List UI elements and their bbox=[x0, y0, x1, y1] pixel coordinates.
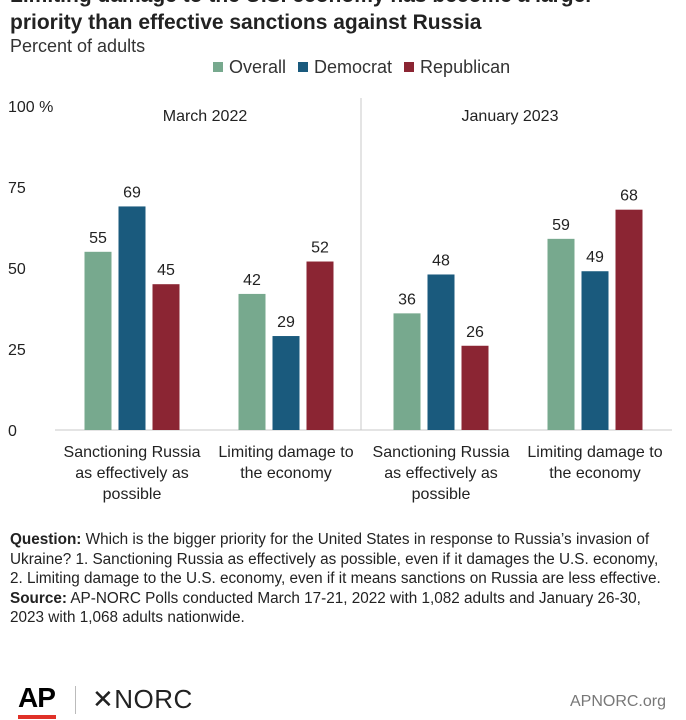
bar-overall bbox=[84, 251, 112, 430]
category-label: possible bbox=[103, 486, 162, 503]
bar-republican bbox=[152, 284, 180, 430]
y-tick-label: 100 % bbox=[8, 99, 53, 116]
bar-value-label: 36 bbox=[398, 291, 416, 308]
bar-republican bbox=[615, 209, 643, 430]
legend-item-overall: Overall bbox=[213, 57, 286, 78]
legend-label-overall: Overall bbox=[229, 56, 287, 77]
legend: Overall Democrat Republican bbox=[213, 56, 522, 78]
bar-value-label: 26 bbox=[466, 324, 484, 341]
y-tick-label: 0 bbox=[8, 423, 17, 440]
y-tick-label: 75 bbox=[8, 180, 26, 197]
category-label: Limiting damage to bbox=[218, 444, 353, 461]
bar-value-label: 68 bbox=[620, 188, 638, 205]
category-label: as effectively as bbox=[384, 465, 498, 482]
bar-value-label: 52 bbox=[311, 240, 329, 257]
site-link[interactable]: APNORC.org bbox=[569, 693, 666, 710]
category-label: Sanctioning Russia bbox=[64, 444, 201, 461]
chart-title: Limiting damage to the U.S. economy has … bbox=[10, 0, 593, 34]
logo-divider bbox=[75, 686, 76, 714]
category-label: Sanctioning Russia bbox=[373, 444, 510, 461]
y-tick-label: 25 bbox=[8, 342, 26, 359]
bar-value-label: 45 bbox=[157, 262, 175, 279]
ap-logo: AP bbox=[18, 682, 56, 713]
bar-value-label: 29 bbox=[277, 314, 295, 331]
question-note: Question: Which is the bigger priority f… bbox=[10, 530, 670, 589]
category-label: Limiting damage to bbox=[527, 444, 662, 461]
bar-value-label: 42 bbox=[243, 272, 261, 289]
bar-value-label: 55 bbox=[89, 230, 107, 247]
legend-swatch-republican bbox=[404, 62, 415, 72]
legend-label-republican: Republican bbox=[420, 56, 511, 77]
bar-democrat bbox=[118, 206, 146, 430]
category-label: the economy bbox=[240, 465, 332, 482]
bar-republican bbox=[461, 345, 489, 430]
bar-overall bbox=[393, 313, 421, 430]
ap-logo-underline bbox=[18, 715, 56, 719]
norc-logo: ✕NORC bbox=[92, 684, 193, 714]
bar-value-label: 69 bbox=[123, 184, 141, 201]
legend-label-democrat: Democrat bbox=[314, 56, 393, 77]
bar-overall bbox=[238, 293, 266, 430]
bar-value-label: 49 bbox=[586, 249, 604, 266]
panel-label: March 2022 bbox=[163, 108, 248, 125]
legend-swatch-overall bbox=[213, 62, 223, 72]
bar-chart: 0 25 50 75 100 % March 2022 55 69 45 Sanctioning … bbox=[8, 98, 672, 503]
chart-notes: Question: Which is the bigger priority f… bbox=[10, 530, 670, 628]
legend-swatch-democrat bbox=[298, 62, 309, 72]
chart-subtitle: Percent of adults bbox=[10, 36, 146, 56]
bar-value-label: 59 bbox=[552, 217, 570, 234]
bar-democrat bbox=[272, 336, 300, 430]
source-text: AP-NORC Polls conducted March 17-21, 202… bbox=[10, 589, 641, 627]
bar-republican bbox=[306, 261, 334, 430]
y-tick-label: 50 bbox=[8, 261, 26, 278]
source-note: Source: AP-NORC Polls conducted March 17… bbox=[10, 589, 670, 628]
category-label: possible bbox=[412, 486, 471, 503]
panel-label: January 2023 bbox=[462, 108, 559, 125]
category-label: the economy bbox=[549, 465, 641, 482]
bar-democrat bbox=[581, 271, 609, 430]
question-label: Question: bbox=[10, 531, 82, 548]
bar-democrat bbox=[427, 274, 455, 430]
footer: AP ✕NORC APNORC.org bbox=[0, 678, 686, 720]
source-label: Source: bbox=[10, 589, 67, 607]
question-text: Which is the bigger priority for the Uni… bbox=[10, 531, 661, 587]
legend-item-democrat: Democrat bbox=[298, 57, 392, 78]
bar-value-label: 48 bbox=[432, 252, 450, 269]
bar-overall bbox=[547, 238, 575, 430]
legend-item-republican: Republican bbox=[404, 57, 510, 78]
category-label: as effectively as bbox=[75, 465, 189, 482]
